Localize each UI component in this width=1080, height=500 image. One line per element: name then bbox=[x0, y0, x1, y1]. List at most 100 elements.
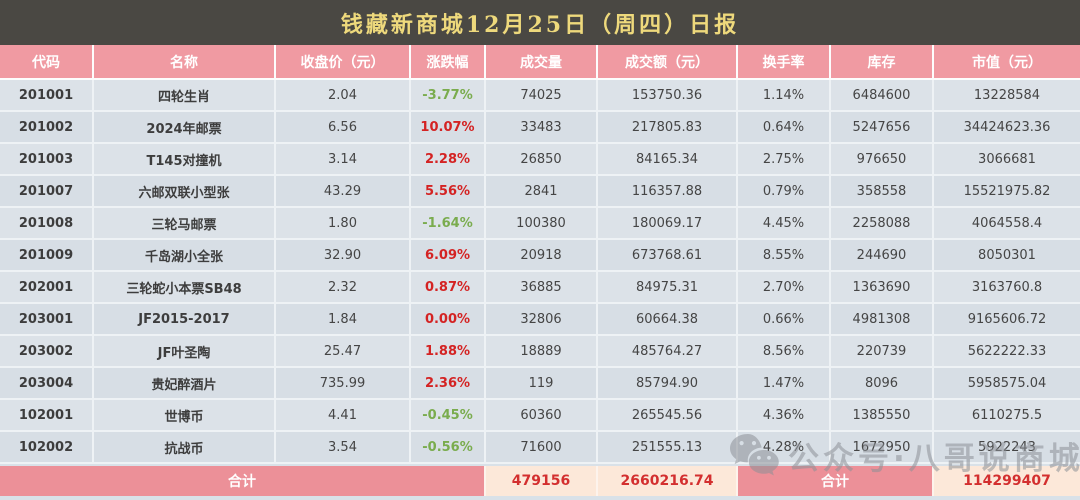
cell-rate: 4.45% bbox=[738, 208, 831, 240]
cell-rate: 0.66% bbox=[738, 304, 831, 336]
column-header-6: 换手率 bbox=[738, 45, 831, 80]
cell-name: 千岛湖小全张 bbox=[94, 240, 276, 272]
table-row: 203001 JF2015-2017 1.84 0.00% 32806 60664.38 0… bbox=[0, 304, 1080, 336]
table-row: 201002 2024年邮票 6.56 10.07% 33483 217805.83 0.6… bbox=[0, 112, 1080, 144]
cell-name: JF2015-2017 bbox=[94, 304, 276, 336]
cell-volume: 32806 bbox=[486, 304, 598, 336]
cell-change: 0.00% bbox=[411, 304, 486, 336]
table-row: 201001 四轮生肖 2.04 -3.77% 74025 153750.36 1.14% 6… bbox=[0, 80, 1080, 112]
column-header-8: 市值（元） bbox=[934, 45, 1080, 80]
cell-change: 6.09% bbox=[411, 240, 486, 272]
table-row: 203002 JF叶圣陶 25.47 1.88% 18889 485764.27 8.56%… bbox=[0, 336, 1080, 368]
total-volume: 479156 bbox=[486, 466, 598, 496]
cell-stock: 8096 bbox=[831, 368, 934, 400]
cell-change: -1.64% bbox=[411, 208, 486, 240]
cell-volume: 33483 bbox=[486, 112, 598, 144]
table-row: 201008 三轮马邮票 1.80 -1.64% 100380 180069.17 4.45… bbox=[0, 208, 1080, 240]
cell-cap: 5958575.04 bbox=[934, 368, 1080, 400]
cell-code: 202001 bbox=[0, 272, 94, 304]
cell-turnover: 153750.36 bbox=[598, 80, 738, 112]
cell-name: T145对撞机 bbox=[94, 144, 276, 176]
cell-turnover: 85794.90 bbox=[598, 368, 738, 400]
cell-turnover: 673768.61 bbox=[598, 240, 738, 272]
cell-rate: 0.64% bbox=[738, 112, 831, 144]
cell-code: 201001 bbox=[0, 80, 94, 112]
table-row: 102002 抗战币 3.54 -0.56% 71600 251555.13 4.28% 16… bbox=[0, 432, 1080, 464]
cell-cap: 5922243 bbox=[934, 432, 1080, 464]
cell-turnover: 217805.83 bbox=[598, 112, 738, 144]
cell-change: 5.56% bbox=[411, 176, 486, 208]
cell-name: 世博币 bbox=[94, 400, 276, 432]
cell-volume: 20918 bbox=[486, 240, 598, 272]
cell-close: 43.29 bbox=[276, 176, 411, 208]
cell-volume: 100380 bbox=[486, 208, 598, 240]
cell-stock: 6484600 bbox=[831, 80, 934, 112]
cell-rate: 1.47% bbox=[738, 368, 831, 400]
title-bar: 钱藏新商城12月25日（周四）日报 bbox=[0, 0, 1080, 45]
cell-change: -0.56% bbox=[411, 432, 486, 464]
cell-name: 抗战币 bbox=[94, 432, 276, 464]
cell-turnover: 485764.27 bbox=[598, 336, 738, 368]
cell-code: 203004 bbox=[0, 368, 94, 400]
cell-change: 1.88% bbox=[411, 336, 486, 368]
cell-change: 0.87% bbox=[411, 272, 486, 304]
cell-stock: 358558 bbox=[831, 176, 934, 208]
cell-cap: 8050301 bbox=[934, 240, 1080, 272]
column-header-1: 名称 bbox=[94, 45, 276, 80]
cell-turnover: 180069.17 bbox=[598, 208, 738, 240]
column-header-2: 收盘价（元） bbox=[276, 45, 411, 80]
report-table: 代码 名称 收盘价（元） 涨跌幅 成交量 成交额（元） 换手率 库存 市值（元） 201001 四… bbox=[0, 45, 1080, 496]
cell-stock: 244690 bbox=[831, 240, 934, 272]
cell-change: -0.45% bbox=[411, 400, 486, 432]
cell-close: 4.41 bbox=[276, 400, 411, 432]
total-label-left: 合计 bbox=[0, 466, 486, 496]
table-header-row: 代码 名称 收盘价（元） 涨跌幅 成交量 成交额（元） 换手率 库存 市值（元） bbox=[0, 45, 1080, 80]
cell-turnover: 60664.38 bbox=[598, 304, 738, 336]
cell-turnover: 116357.88 bbox=[598, 176, 738, 208]
cell-stock: 1363690 bbox=[831, 272, 934, 304]
cell-close: 1.80 bbox=[276, 208, 411, 240]
cell-stock: 4981308 bbox=[831, 304, 934, 336]
total-turnover: 2660216.74 bbox=[598, 466, 738, 496]
cell-close: 3.14 bbox=[276, 144, 411, 176]
cell-turnover: 265545.56 bbox=[598, 400, 738, 432]
cell-name: JF叶圣陶 bbox=[94, 336, 276, 368]
cell-rate: 4.36% bbox=[738, 400, 831, 432]
total-label-right: 合计 bbox=[738, 466, 934, 496]
cell-rate: 2.75% bbox=[738, 144, 831, 176]
cell-rate: 8.56% bbox=[738, 336, 831, 368]
table-row: 202001 三轮蛇小本票SB48 2.32 0.87% 36885 84975.31 2.… bbox=[0, 272, 1080, 304]
cell-name: 三轮蛇小本票SB48 bbox=[94, 272, 276, 304]
cell-stock: 1672950 bbox=[831, 432, 934, 464]
column-header-3: 涨跌幅 bbox=[411, 45, 486, 80]
table-row: 102001 世博币 4.41 -0.45% 60360 265545.56 4.36% 13… bbox=[0, 400, 1080, 432]
cell-turnover: 251555.13 bbox=[598, 432, 738, 464]
total-market-cap: 114299407 bbox=[934, 466, 1080, 496]
table-body: 201001 四轮生肖 2.04 -3.77% 74025 153750.36 1.14% 6… bbox=[0, 80, 1080, 464]
page-title: 钱藏新商城12月25日（周四）日报 bbox=[340, 11, 740, 38]
table-row: 203004 贵妃醉酒片 735.99 2.36% 119 85794.90 1.47% 80… bbox=[0, 368, 1080, 400]
cell-close: 1.84 bbox=[276, 304, 411, 336]
cell-volume: 71600 bbox=[486, 432, 598, 464]
cell-cap: 4064558.4 bbox=[934, 208, 1080, 240]
cell-volume: 36885 bbox=[486, 272, 598, 304]
cell-code: 201002 bbox=[0, 112, 94, 144]
cell-stock: 5247656 bbox=[831, 112, 934, 144]
cell-name: 六邮双联小型张 bbox=[94, 176, 276, 208]
cell-volume: 119 bbox=[486, 368, 598, 400]
cell-change: 10.07% bbox=[411, 112, 486, 144]
cell-volume: 26850 bbox=[486, 144, 598, 176]
cell-code: 102001 bbox=[0, 400, 94, 432]
cell-rate: 1.14% bbox=[738, 80, 831, 112]
cell-stock: 220739 bbox=[831, 336, 934, 368]
cell-close: 735.99 bbox=[276, 368, 411, 400]
cell-cap: 15521975.82 bbox=[934, 176, 1080, 208]
cell-name: 三轮马邮票 bbox=[94, 208, 276, 240]
cell-change: -3.77% bbox=[411, 80, 486, 112]
cell-stock: 2258088 bbox=[831, 208, 934, 240]
table-row: 201009 千岛湖小全张 32.90 6.09% 20918 673768.61 8.55… bbox=[0, 240, 1080, 272]
cell-cap: 34424623.36 bbox=[934, 112, 1080, 144]
cell-close: 2.32 bbox=[276, 272, 411, 304]
column-header-4: 成交量 bbox=[486, 45, 598, 80]
